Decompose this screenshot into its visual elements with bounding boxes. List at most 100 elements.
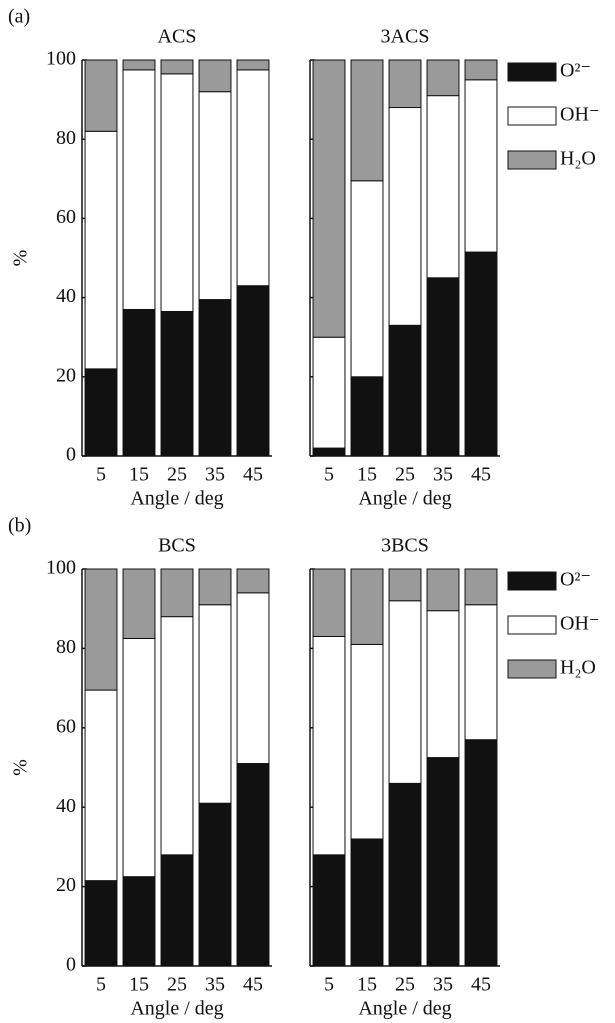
x-tick-label: 45	[471, 974, 491, 996]
y-tick-label: 100	[46, 48, 76, 70]
bar-segment	[312, 854, 346, 967]
x-tick-label: 25	[395, 974, 415, 996]
bar-segment	[388, 107, 422, 326]
bar-segment	[312, 635, 346, 856]
bar-segment	[122, 876, 156, 967]
legend-label: H₂O	[560, 148, 596, 170]
bar-segment	[84, 59, 118, 132]
bar-segment	[84, 130, 118, 370]
y-tick-label: 40	[56, 795, 76, 817]
chart-title: 3BCS	[381, 535, 429, 557]
bar-segment	[464, 568, 498, 606]
bar-segment	[388, 324, 422, 457]
bar-segment	[312, 336, 346, 449]
y-tick-label: 20	[56, 874, 76, 896]
bar-segment	[236, 285, 270, 457]
bar-segment	[388, 59, 422, 109]
legend-swatch	[507, 106, 557, 126]
x-tick-label: 5	[96, 974, 106, 996]
bar-segment	[426, 277, 460, 457]
bar-segment	[312, 447, 346, 457]
y-tick-label: 0	[66, 444, 76, 466]
x-axis-label: Angle / deg	[358, 488, 451, 510]
bar-segment	[84, 880, 118, 967]
legend-swatch	[507, 62, 557, 82]
bar-segment	[198, 568, 232, 606]
bar-segment	[160, 616, 194, 856]
bar-segment	[464, 251, 498, 457]
legend-swatch	[507, 659, 557, 679]
bar-segment	[122, 59, 156, 71]
bar-segment	[122, 69, 156, 310]
x-tick-label: 15	[129, 974, 149, 996]
x-tick-label: 5	[324, 464, 334, 486]
legend-swatch	[507, 615, 557, 635]
y-tick-label: 20	[56, 364, 76, 386]
bar-segment	[350, 180, 384, 378]
x-tick-label: 45	[243, 974, 263, 996]
chart-title: 3ACS	[381, 26, 430, 48]
bar-segment	[236, 763, 270, 967]
bar-segment	[160, 59, 194, 75]
x-tick-label: 25	[167, 974, 187, 996]
bar-segment	[122, 568, 156, 639]
bar-segment	[464, 739, 498, 967]
x-tick-label: 5	[96, 464, 106, 486]
x-tick-label: 25	[395, 464, 415, 486]
x-tick-label: 15	[357, 974, 377, 996]
bar-segment	[312, 59, 346, 338]
bar-segment	[236, 568, 270, 594]
bar-segment	[426, 610, 460, 759]
bar-segment	[426, 59, 460, 97]
chart-title: BCS	[158, 535, 196, 557]
bar-segment	[84, 568, 118, 691]
x-tick-label: 15	[357, 464, 377, 486]
bar-segment	[312, 568, 346, 637]
y-tick-label: 40	[56, 285, 76, 307]
bar-segment	[198, 91, 232, 301]
bar-segment	[160, 73, 194, 312]
legend-swatch	[507, 571, 557, 591]
bar-segment	[236, 59, 270, 71]
bar-segment	[426, 757, 460, 967]
bar-segment	[388, 568, 422, 602]
y-tick-label: 60	[56, 715, 76, 737]
x-tick-label: 15	[129, 464, 149, 486]
y-tick-label: 100	[46, 557, 76, 579]
legend-label: O²⁻	[560, 60, 591, 82]
bar-segment	[350, 838, 384, 967]
x-axis-label: Angle / deg	[130, 998, 223, 1020]
panel-label: (b)	[8, 515, 31, 537]
legend-swatch	[507, 150, 557, 170]
bar-segment	[160, 854, 194, 967]
bar-segment	[350, 643, 384, 840]
y-tick-label: 0	[66, 954, 76, 976]
y-tick-label: 60	[56, 206, 76, 228]
panel-label: (a)	[8, 6, 30, 28]
bar-segment	[122, 637, 156, 878]
bar-segment	[426, 568, 460, 612]
bar-segment	[198, 604, 232, 804]
bar-segment	[464, 79, 498, 253]
x-tick-label: 35	[205, 974, 225, 996]
legend-label: OH⁻	[560, 104, 599, 126]
x-axis-label: Angle / deg	[130, 488, 223, 510]
x-tick-label: 35	[433, 464, 453, 486]
chart-title: ACS	[158, 26, 197, 48]
bar-segment	[350, 59, 384, 182]
bar-segment	[388, 600, 422, 784]
legend-label: H₂O	[560, 657, 596, 679]
bar-segment	[198, 802, 232, 967]
bar-segment	[84, 689, 118, 882]
bar-segment	[350, 376, 384, 457]
legend-label: O²⁻	[560, 569, 591, 591]
x-axis-label: Angle / deg	[358, 998, 451, 1020]
x-tick-label: 45	[471, 464, 491, 486]
bar-segment	[426, 95, 460, 279]
legend-label: OH⁻	[560, 613, 599, 635]
bar-segment	[236, 69, 270, 287]
x-tick-label: 25	[167, 464, 187, 486]
x-tick-label: 35	[433, 974, 453, 996]
